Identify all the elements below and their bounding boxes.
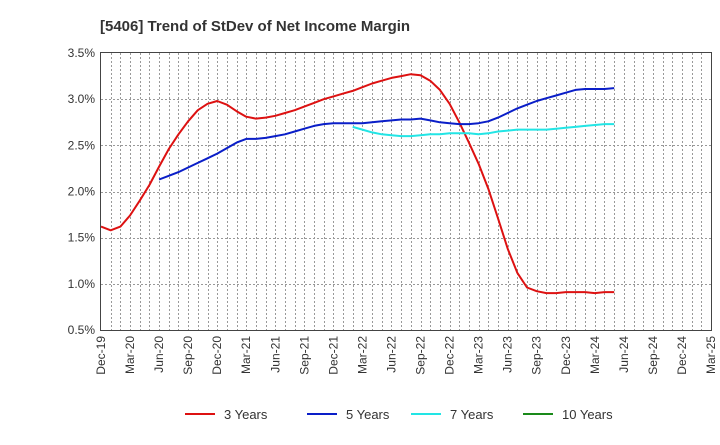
- legend: 3 Years 5 Years 7 Years 10 Years: [185, 407, 613, 422]
- x-tick-label: Dec-22: [443, 336, 457, 375]
- legend-label: 5 Years: [346, 407, 390, 422]
- y-tick-label: 2.5%: [68, 138, 96, 152]
- x-tick-label: Jun-20: [152, 336, 166, 373]
- y-tick-label: 1.5%: [68, 231, 96, 245]
- series-lines: [100, 73, 615, 295]
- x-tick-label: Dec-23: [559, 336, 573, 375]
- x-tick-label: Jun-24: [617, 336, 631, 373]
- x-tick-label: Dec-19: [94, 336, 108, 375]
- x-tick-label: Jun-23: [501, 336, 515, 373]
- x-tick-label: Jun-21: [268, 336, 282, 373]
- chart-title: [5406] Trend of StDev of Net Income Marg…: [100, 18, 410, 35]
- x-tick-label: Dec-20: [210, 336, 224, 375]
- x-tick-label: Sep-22: [414, 336, 428, 375]
- y-tick-label: 1.0%: [68, 277, 96, 291]
- y-tick-label: 3.5%: [68, 46, 96, 60]
- legend-label: 10 Years: [562, 407, 613, 422]
- x-tick-label: Jun-22: [384, 336, 398, 373]
- plot-area-border: [100, 52, 712, 331]
- y-tick-label: 3.0%: [68, 92, 96, 106]
- series-line: [352, 123, 615, 138]
- grid: [101, 53, 711, 330]
- x-tick-label: Mar-21: [239, 336, 253, 374]
- x-axis-tick-labels: Dec-19 Mar-20 Jun-20 Sep-20 Dec-20 Mar-21 Jun-…: [94, 336, 718, 375]
- x-tick-label: Mar-24: [588, 336, 602, 374]
- y-tick-label: 2.0%: [68, 185, 96, 199]
- x-tick-label: Sep-21: [297, 336, 311, 375]
- y-tick-label: 0.5%: [68, 323, 96, 337]
- x-tick-label: Dec-24: [675, 336, 689, 375]
- series-line: [158, 87, 615, 181]
- x-tick-label: Sep-20: [181, 336, 195, 375]
- x-tick-label: Mar-22: [355, 336, 369, 374]
- x-tick-label: Mar-23: [472, 336, 486, 374]
- x-tick-label: Mar-25: [704, 336, 718, 374]
- legend-label: 7 Years: [450, 407, 494, 422]
- x-tick-label: Sep-23: [530, 336, 544, 375]
- x-tick-label: Dec-21: [326, 336, 340, 375]
- series-line: [100, 73, 615, 295]
- x-tick-label: Mar-20: [123, 336, 137, 374]
- legend-label: 3 Years: [224, 407, 268, 422]
- x-tick-label: Sep-24: [646, 336, 660, 375]
- y-axis-tick-labels: 0.5% 1.0% 1.5% 2.0% 2.5% 3.0% 3.5%: [68, 46, 96, 337]
